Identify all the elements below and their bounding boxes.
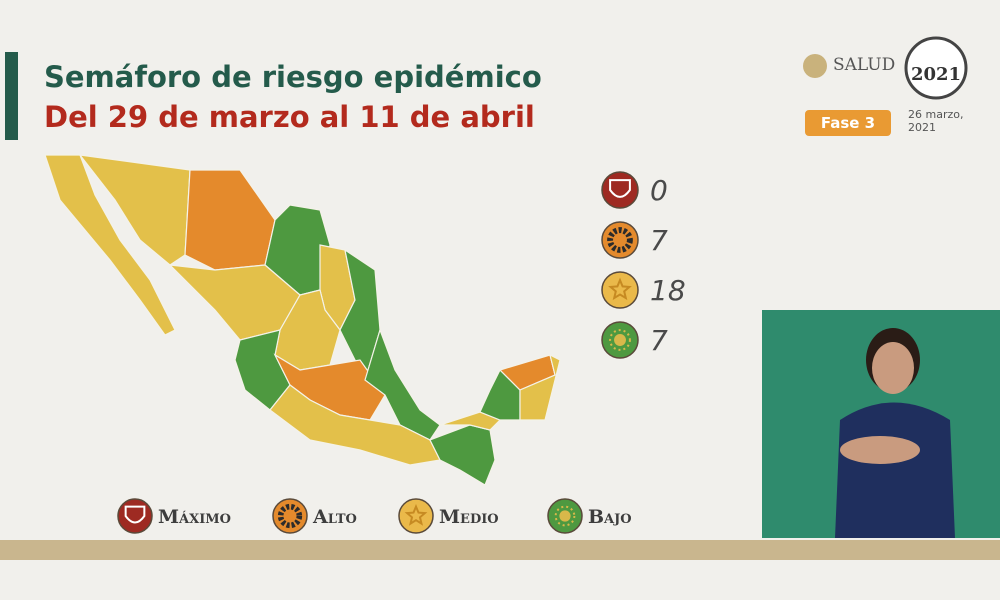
level-icon [601,321,639,359]
map [44,154,561,486]
star [608,277,632,301]
legend-label: Alto [312,506,357,528]
level-icon [601,171,639,209]
subtitle: Del 29 de marzo al 11 de abril [44,100,535,134]
legend-label: Medio [439,506,499,528]
region [269,384,441,466]
body [835,402,955,538]
sun [614,334,626,346]
icon-ring [601,171,639,209]
legend-label: Máximo [158,506,231,528]
legend-label: Bajo [588,506,632,528]
interpreter-video [762,310,1000,538]
region [519,353,561,421]
region [439,411,502,431]
gear [277,503,303,529]
region [184,169,276,271]
level-count: 7 [650,324,668,357]
level-icon [547,498,583,534]
accent-bar [5,52,18,140]
level-count: 18 [650,274,686,307]
icon-ring [601,271,639,309]
title: Semáforo de riesgo epidémico [44,60,542,94]
salud-emblem [803,54,827,78]
gear [607,227,633,253]
star [404,504,428,526]
level-icon [117,498,153,534]
level-icon [398,498,434,534]
date: 26 marzo, 2021 [908,108,964,134]
footer-band [0,540,1000,560]
phase: Fase 3 [821,114,875,132]
sun-rays [609,329,631,351]
gear-hub [286,512,294,520]
icon-ring [117,498,153,534]
ministry: SALUD [833,55,895,75]
year-emblem [904,36,968,100]
header-logos: SALUD 2021 Fase 3 26 marzo, 2021 [803,36,968,136]
shield [609,179,631,198]
face [872,342,914,394]
region [429,424,496,486]
icon-ring [398,498,434,534]
level-count: 0 [650,174,668,207]
sun [559,510,571,522]
emblem-year: 2021 [911,64,961,85]
date-box: 26 marzo, 2021 [908,108,964,134]
level-icon [601,271,639,309]
shield [124,505,146,524]
gear-hub [616,236,624,244]
sun-rays [554,505,576,527]
level-icon [272,498,308,534]
phase-badge [805,110,891,136]
level-icon [601,221,639,259]
hands [840,436,920,464]
region [44,154,176,336]
level-count: 7 [650,224,668,257]
